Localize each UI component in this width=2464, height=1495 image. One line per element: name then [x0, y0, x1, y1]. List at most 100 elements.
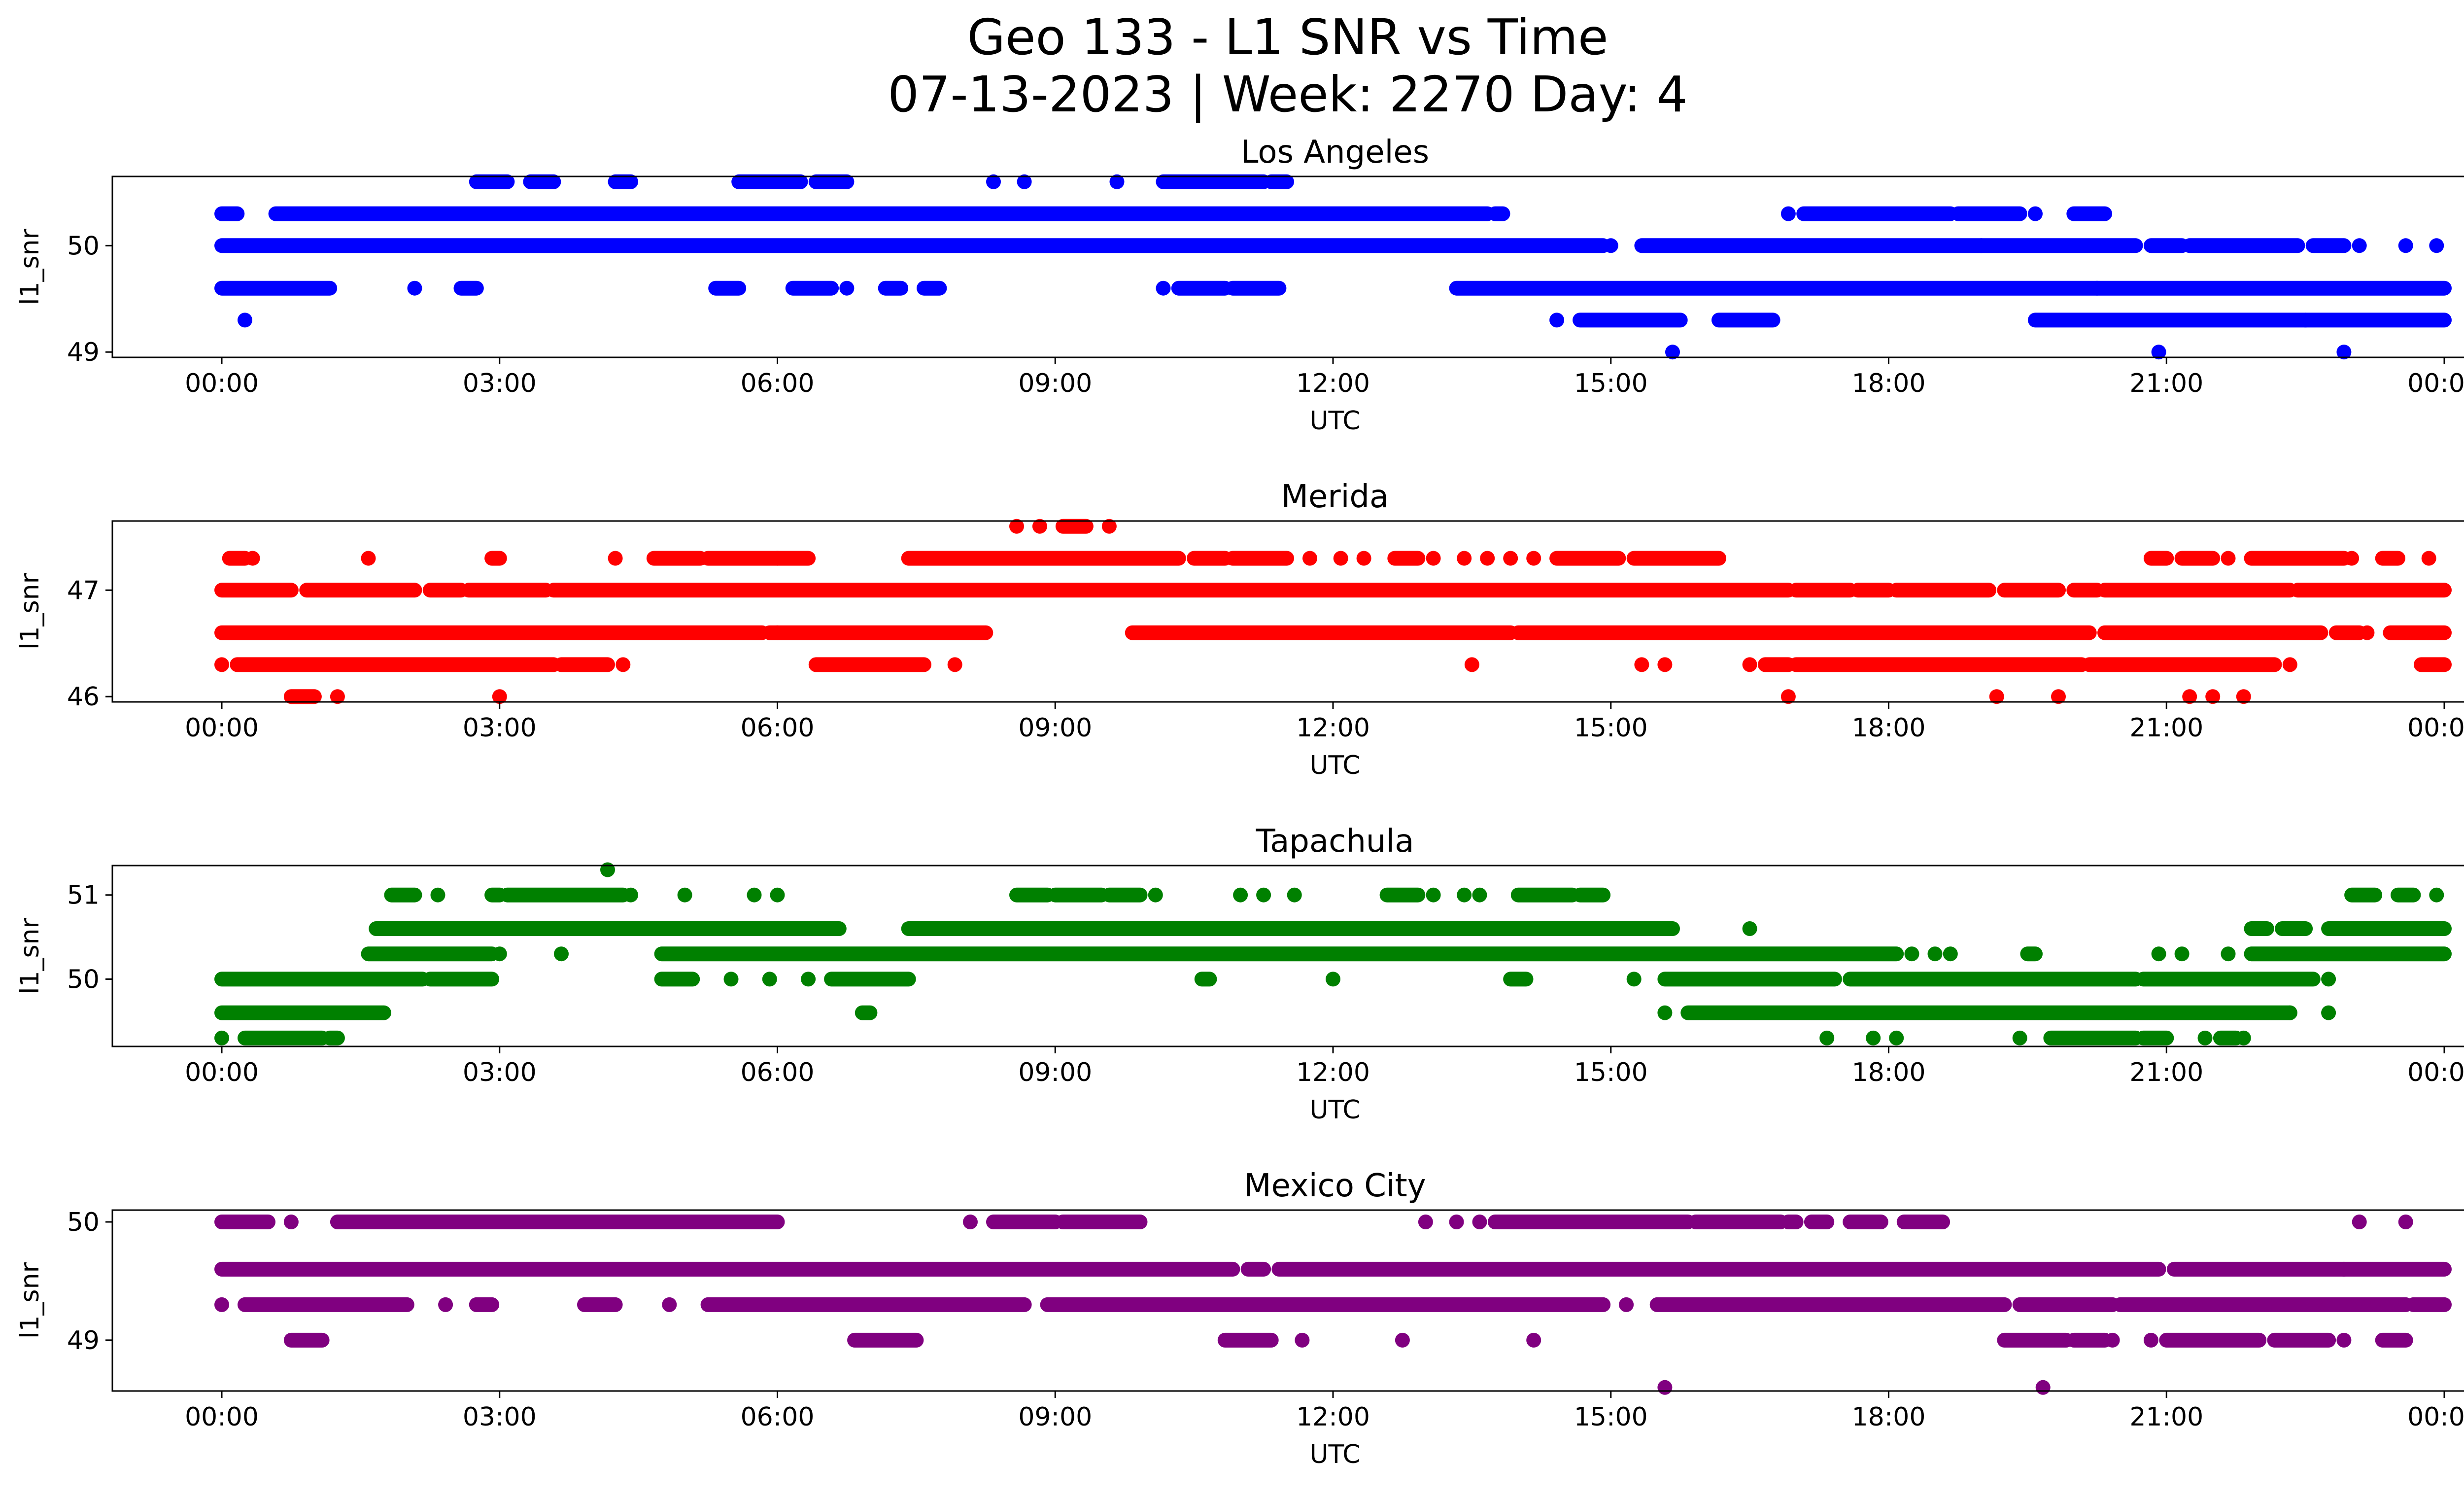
x-tick-label: 12:00	[1296, 369, 1370, 398]
x-tick-label: 15:00	[1574, 1402, 1648, 1432]
data-point	[1472, 1215, 1487, 1229]
data-point	[677, 887, 692, 903]
x-tick-label: 18:00	[1852, 1402, 1926, 1432]
data-point	[2221, 551, 2236, 566]
data-point	[2282, 1005, 2297, 1020]
axes-frame	[111, 520, 2464, 703]
data-point	[1326, 972, 1340, 987]
data-point	[1603, 238, 1618, 253]
data-point	[1526, 1332, 1541, 1348]
data-point	[2205, 689, 2221, 704]
x-axis-label: UTC	[1309, 751, 1360, 780]
x-tick-label: 21:00	[2129, 1402, 2203, 1432]
x-tick-label: 09:00	[1018, 713, 1092, 743]
data-point	[2321, 972, 2336, 987]
data-point	[2197, 1030, 2213, 1045]
y-tick-label: 46	[67, 682, 100, 712]
data-point	[608, 551, 623, 566]
y-axis-label: l1_snr	[15, 1262, 45, 1339]
data-point	[1503, 551, 1518, 566]
data-point	[1989, 689, 2004, 704]
x-tick-label: 00:00	[185, 1402, 259, 1432]
subplot-mexico-city: Mexico City 00:00 03:00 06:00 09:00 12:00 15:0…	[15, 1168, 2464, 1469]
data-point	[1256, 887, 1271, 903]
data-point	[2321, 1005, 2336, 1020]
x-tick-label: 09:00	[1018, 1402, 1092, 1432]
x-tick-label: 21:00	[2129, 1058, 2203, 1087]
x-tick-label: 00:00	[185, 1058, 259, 1087]
data-point	[2398, 238, 2413, 253]
data-point	[1333, 551, 1348, 566]
data-point	[1032, 519, 1047, 534]
x-tick-label: 06:00	[741, 713, 815, 743]
x-tick-label: 00:00	[2407, 713, 2464, 743]
x-tick-label: 15:00	[1574, 1058, 1648, 1087]
data-point	[214, 657, 229, 672]
data-point	[1819, 1030, 1835, 1045]
data-point	[1395, 1332, 1410, 1348]
y-axis-label: l1_snr	[15, 917, 45, 994]
data-point	[1287, 887, 1302, 903]
data-point	[2344, 551, 2360, 566]
x-tick-label: 21:00	[2129, 713, 2203, 743]
data-point	[600, 862, 615, 877]
data-point	[2221, 946, 2236, 962]
data-point	[214, 1030, 229, 1045]
data-point	[662, 1297, 677, 1312]
data-point	[2151, 345, 2166, 360]
y-tick-label: 50	[67, 965, 100, 994]
data-point	[1780, 206, 1796, 221]
x-tick-label: 18:00	[1852, 713, 1926, 743]
data-point	[1742, 921, 1757, 936]
data-point	[1549, 313, 1565, 328]
y-axis-label: l1_snr	[15, 573, 45, 650]
subplot-tapachula: Tapachula 00:00 03:00 06:00 09:00 12:00 15:00 1…	[15, 823, 2464, 1125]
subplot-los-angeles: Los Angeles 00:00 03:00 06:00 09:00 12:00 15:0…	[15, 134, 2464, 436]
data-point	[1464, 657, 1479, 672]
data-point	[2352, 238, 2367, 253]
data-point	[492, 689, 507, 704]
data-point	[407, 280, 422, 296]
data-point	[963, 1215, 978, 1229]
y-tick-label: 50	[67, 1208, 100, 1237]
data-point	[1889, 1030, 1904, 1045]
data-point	[2182, 689, 2197, 704]
data-point	[2028, 206, 2043, 221]
x-tick-label: 09:00	[1018, 1058, 1092, 1087]
data-point	[2429, 887, 2444, 903]
data-point	[1356, 551, 1371, 566]
y-tick-label: 50	[67, 231, 100, 261]
data-point	[1148, 887, 1163, 903]
y-tick-label: 51	[67, 881, 100, 910]
data-point	[1457, 887, 1472, 903]
data-point	[2336, 345, 2352, 360]
axes-frame	[111, 1209, 2464, 1392]
data-point	[1904, 946, 1919, 962]
x-tick-label: 03:00	[463, 713, 537, 743]
data-point	[2151, 946, 2166, 962]
x-axis-label: UTC	[1309, 1440, 1360, 1469]
x-tick-label: 06:00	[741, 1058, 815, 1087]
subplot-title: Tapachula	[1256, 823, 1414, 860]
axes-frame	[111, 865, 2464, 1047]
data-point	[2035, 1380, 2051, 1395]
data-point	[2336, 1332, 2352, 1348]
x-tick-label: 15:00	[1574, 369, 1648, 398]
x-tick-label: 00:00	[2407, 1402, 2464, 1432]
x-tick-label: 00:00	[2407, 369, 2464, 398]
data-point	[1472, 887, 1487, 903]
data-point	[2398, 1215, 2413, 1229]
x-tick-label: 12:00	[1296, 1058, 1370, 1087]
data-point	[1156, 280, 1171, 296]
y-tick-label: 47	[67, 576, 100, 605]
x-tick-label: 06:00	[741, 1402, 815, 1432]
axes-frame	[111, 175, 2464, 358]
data-point	[1009, 519, 1024, 534]
x-tick-label: 21:00	[2129, 369, 2203, 398]
x-tick-label: 12:00	[1296, 1402, 1370, 1432]
data-point	[2352, 1215, 2367, 1229]
data-point	[1657, 1380, 1673, 1395]
data-point	[430, 887, 445, 903]
data-point	[283, 1215, 299, 1229]
data-point	[1302, 551, 1317, 566]
